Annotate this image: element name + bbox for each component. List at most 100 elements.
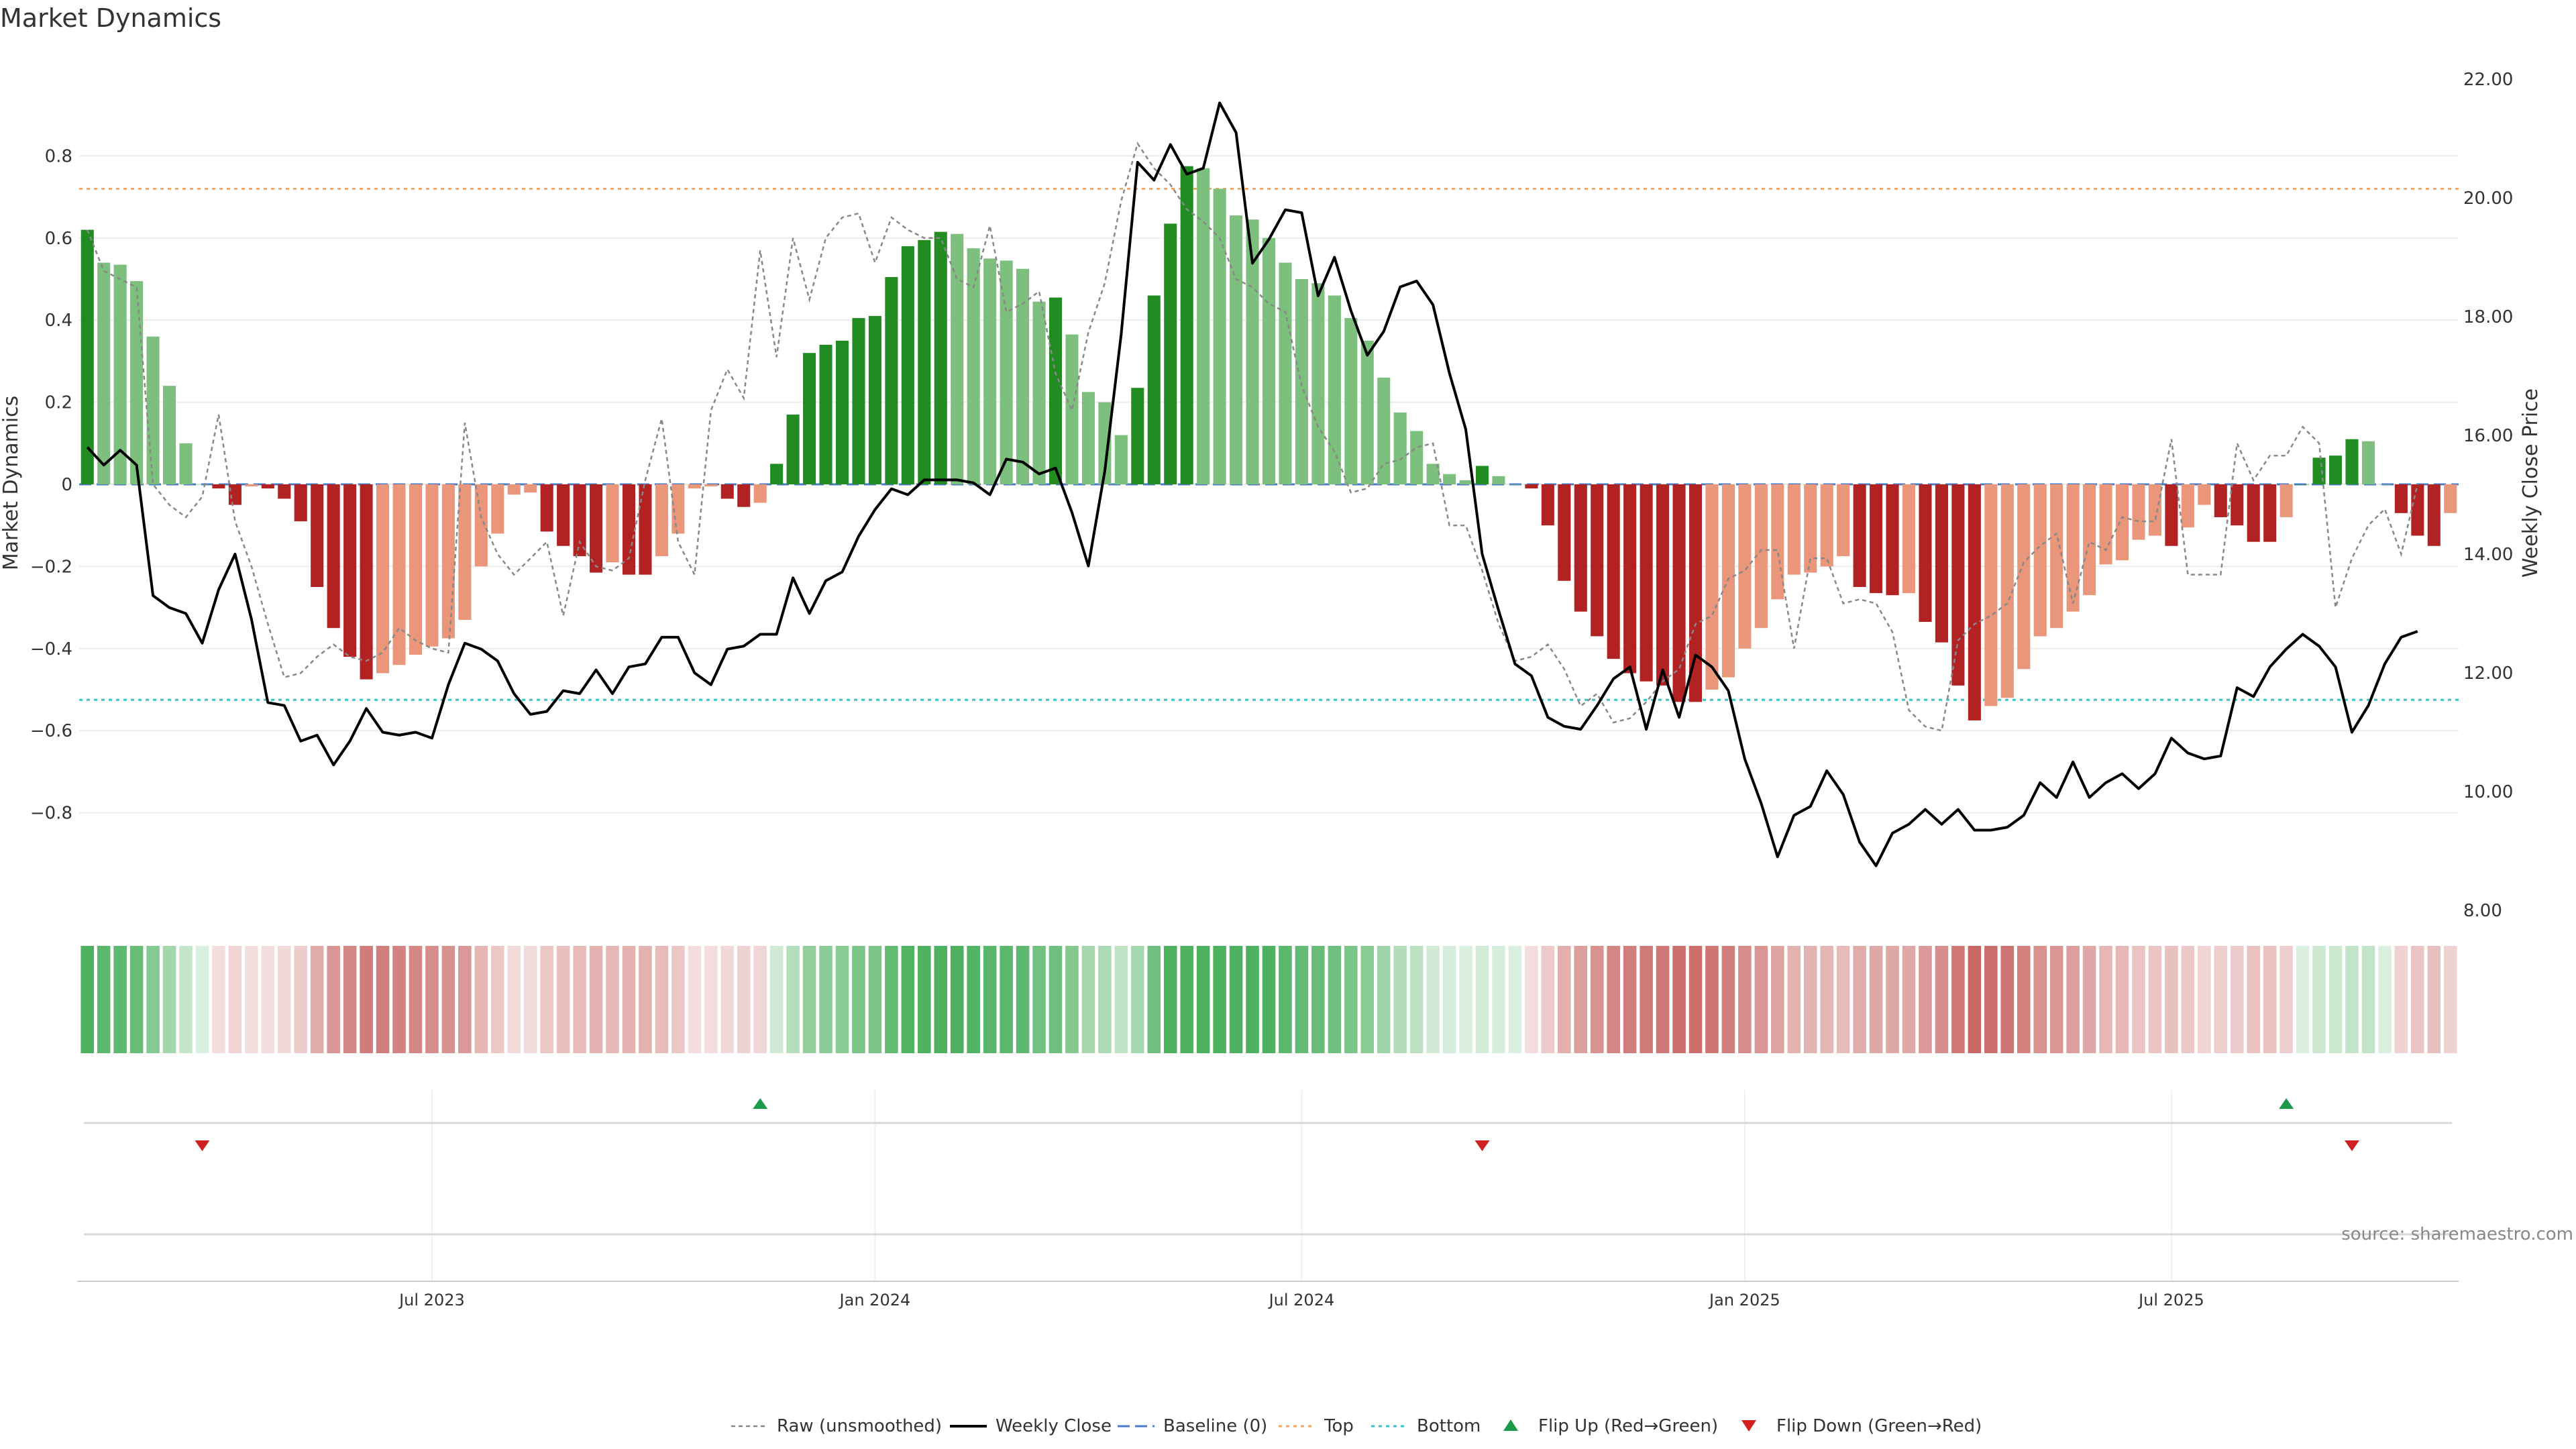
bar xyxy=(1837,484,1850,557)
bar xyxy=(212,484,225,489)
bar xyxy=(2263,484,2277,542)
left-axis: 0.8 0.6 0.4 0.2 0 −0.2 −0.4 −0.6 −0.8 xyxy=(30,146,72,823)
bar xyxy=(163,386,176,484)
bar xyxy=(2181,484,2194,528)
strip-cell xyxy=(327,946,340,1053)
strip-cell xyxy=(2148,946,2162,1053)
bar xyxy=(294,484,307,522)
strip-cell xyxy=(1705,946,1719,1053)
bar xyxy=(343,484,357,657)
strip-cell xyxy=(655,946,669,1053)
strip-cell xyxy=(1721,946,1735,1053)
bar xyxy=(1197,168,1210,484)
x-tick-label: Jan 2025 xyxy=(1708,1291,1780,1309)
strip-cell xyxy=(1574,946,1588,1053)
strip-cell xyxy=(2263,946,2277,1053)
legend-label: Baseline (0) xyxy=(1163,1416,1267,1436)
strip-cell xyxy=(261,946,275,1053)
legend-label: Weekly Close xyxy=(996,1416,1112,1436)
flip-down-marker xyxy=(2344,1140,2359,1151)
bar xyxy=(688,484,701,489)
strip-cell xyxy=(343,946,357,1053)
strip-cell xyxy=(1968,946,1982,1053)
strip-cell xyxy=(2066,946,2080,1053)
strip-cell xyxy=(179,946,193,1053)
strip-cell xyxy=(1919,946,1932,1053)
strip-cell xyxy=(2230,946,2244,1053)
strip-cell xyxy=(1049,946,1063,1053)
bar xyxy=(1032,301,1046,484)
bar xyxy=(1328,295,1341,484)
strip-cell xyxy=(458,946,472,1053)
flip-down-marker xyxy=(195,1140,210,1151)
bar xyxy=(1081,392,1095,484)
bar xyxy=(951,233,964,484)
strip-cell xyxy=(720,946,735,1053)
bar xyxy=(753,484,767,503)
bar xyxy=(901,246,914,484)
strip-cell xyxy=(2411,946,2424,1053)
bar xyxy=(1492,476,1505,484)
bar xyxy=(1870,484,1883,594)
left-tick-label: −0.2 xyxy=(30,557,72,577)
raw-series-line xyxy=(87,142,2419,732)
legend-label: Flip Up (Red→Green) xyxy=(1538,1416,1718,1436)
bar xyxy=(130,281,144,484)
strip-cell xyxy=(1196,946,1210,1053)
strip-cell xyxy=(1081,946,1095,1053)
strip-cell xyxy=(589,946,603,1053)
strip-cell xyxy=(2165,946,2178,1053)
bar xyxy=(1640,484,1653,682)
strip-cell xyxy=(1377,946,1391,1053)
bar xyxy=(392,484,406,665)
strip-cell xyxy=(425,946,439,1053)
bar xyxy=(195,484,209,485)
strip-cell xyxy=(2049,946,2063,1053)
strip-cell xyxy=(523,946,537,1053)
bar xyxy=(655,484,668,557)
left-tick-label: −0.8 xyxy=(30,804,72,824)
bar xyxy=(2361,441,2375,484)
strip-cell xyxy=(1541,946,1555,1053)
strip-cell xyxy=(1360,946,1375,1053)
strip-cell xyxy=(622,946,636,1053)
strip-cell xyxy=(2279,946,2293,1053)
x-tick-label: Jul 2023 xyxy=(398,1291,465,1309)
bar xyxy=(1344,318,1358,484)
bar xyxy=(1721,484,1735,678)
legend-item: Flip Down (Green→Red) xyxy=(1741,1416,1982,1436)
bar xyxy=(704,484,718,487)
strip-cell xyxy=(1295,946,1309,1053)
strip-cell xyxy=(1426,946,1440,1053)
source-note: source: sharemaestro.com xyxy=(2341,1224,2573,1244)
strip-cell xyxy=(80,946,95,1053)
strip-cell xyxy=(901,946,915,1053)
bar xyxy=(2427,484,2440,546)
bar xyxy=(327,484,340,629)
bar xyxy=(1016,268,1030,484)
bar xyxy=(2115,484,2129,561)
bar xyxy=(2132,484,2145,540)
left-axis-label: Market Dynamics xyxy=(0,396,23,571)
strip-cell xyxy=(97,946,111,1053)
strip-cell xyxy=(802,946,816,1053)
bar xyxy=(441,484,455,639)
strip-cell xyxy=(753,946,767,1053)
bar xyxy=(2378,484,2392,485)
bar xyxy=(1902,484,1916,594)
bar xyxy=(311,484,324,587)
strip-cell xyxy=(918,946,931,1053)
strip-cell xyxy=(1738,946,1752,1053)
bar xyxy=(1951,484,1965,686)
strip-cell xyxy=(490,946,504,1053)
legend-item: Top xyxy=(1279,1416,1354,1436)
right-axis-label: Weekly Close Price xyxy=(2519,388,2542,578)
strip-cell xyxy=(1393,946,1407,1053)
strip-cell xyxy=(1886,946,1899,1053)
bar xyxy=(1656,484,1670,686)
bar xyxy=(2066,484,2080,612)
bar xyxy=(146,336,160,484)
bar xyxy=(720,484,734,499)
bar xyxy=(1820,484,1833,567)
strip-cell xyxy=(360,946,373,1053)
